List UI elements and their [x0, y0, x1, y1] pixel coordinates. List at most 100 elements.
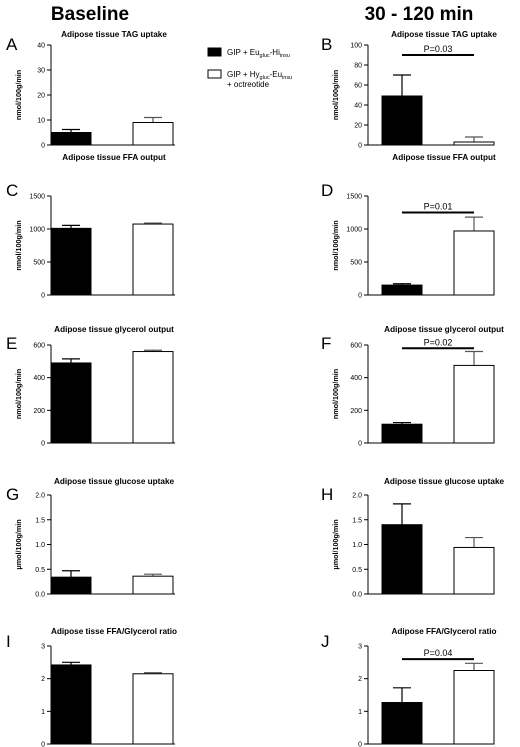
- y-tick-label: 1000: [29, 227, 45, 234]
- legend-swatch-2: [207, 69, 222, 79]
- y-tick-label: 200: [350, 408, 362, 415]
- significance-label: P=0.02: [424, 337, 453, 347]
- y-tick-label: 0: [41, 441, 45, 448]
- panel-title: Adipose tissue TAG uptake: [61, 30, 167, 39]
- panel-title: Adipose tissue glycerol output: [54, 325, 174, 334]
- y-axis-label: nmol/100g/min: [331, 70, 340, 120]
- y-tick-label: 0: [41, 742, 45, 747]
- y-tick-label: 2: [358, 676, 362, 683]
- y-tick-label: 1500: [346, 194, 362, 201]
- panel-letter: G: [6, 485, 19, 504]
- legend-label-1: GIP + Eugluc-Hiinsu: [227, 48, 290, 59]
- panel-e: E Adipose tissue glycerol output 0 200 400 60…: [6, 325, 175, 448]
- y-tick-label: 0.0: [35, 592, 45, 599]
- y-tick-label: 30: [37, 68, 45, 75]
- panel-title: Adipose tissue glycerol output: [384, 325, 504, 334]
- bar-group2: [132, 673, 174, 745]
- panel-letter: I: [6, 632, 11, 651]
- panel-i: I Adipose tisse FFA/Glycerol ratio 0 1 2 3: [6, 627, 177, 747]
- y-tick-label: 3: [358, 644, 362, 651]
- y-tick-label: 2.0: [35, 493, 45, 500]
- y-tick-label: 1.0: [35, 542, 45, 549]
- y-tick-label: 1.5: [35, 517, 45, 524]
- y-tick-label: 10: [37, 118, 45, 125]
- bar-group2: [132, 223, 174, 296]
- panel-letter: E: [6, 334, 17, 353]
- y-tick-label: 1: [41, 709, 45, 716]
- y-tick-label: 400: [33, 375, 45, 382]
- y-tick-label: 40: [37, 43, 45, 50]
- panel-f: F Adipose tissue glycerol output 0 200 400 60…: [321, 325, 504, 448]
- panel-letter: H: [321, 485, 333, 504]
- significance-label: P=0.04: [424, 648, 453, 658]
- panel-d: D Adipose tissue FFA output 0 500 1000 1500 nm…: [321, 153, 496, 300]
- y-tick-label: 0.0: [352, 592, 362, 599]
- panel-title: Adipose tissue FFA output: [62, 153, 166, 162]
- legend: GIP + Eugluc-Hiinsu GIP + Hygluc-Euinsu+ …: [207, 47, 292, 89]
- bar-group1: [381, 524, 423, 595]
- bar-group2: [453, 141, 495, 146]
- y-axis-label: nmol/100g/min: [14, 369, 23, 419]
- panel-title: Adipose FFA/Glycerol ratio: [391, 627, 496, 636]
- panel-a: A Adipose tissue TAG uptake 0 10 20 30 40 nmol/…: [6, 30, 175, 150]
- bar-group2: [453, 546, 495, 595]
- bar-group2: [453, 364, 495, 444]
- panel-letter: F: [321, 334, 331, 353]
- panel-c: C Adipose tissue FFA output 0 500 1000 1500 nm…: [6, 153, 175, 300]
- y-tick-label: 0: [358, 441, 362, 448]
- y-tick-label: 3: [41, 644, 45, 651]
- y-tick-label: 0: [358, 742, 362, 747]
- panel-letter: A: [6, 35, 18, 54]
- y-tick-label: 1500: [29, 194, 45, 201]
- panel-letter: D: [321, 181, 333, 200]
- bar-group2: [453, 670, 495, 745]
- y-axis-label: nmol/100g/min: [14, 70, 23, 120]
- y-tick-label: 1: [358, 709, 362, 716]
- bar-group2: [132, 122, 174, 146]
- y-tick-label: 0.5: [352, 567, 362, 574]
- bar-group1: [50, 576, 92, 595]
- bar-group1: [50, 227, 92, 296]
- legend-swatch-1: [207, 47, 222, 57]
- heading-baseline: Baseline: [51, 4, 129, 25]
- panel-letter: C: [6, 181, 18, 200]
- bar-group1: [381, 284, 423, 296]
- y-tick-label: 0: [41, 143, 45, 150]
- panel-title: Adipose tissue glucose uptake: [384, 477, 505, 486]
- panel-letter: J: [321, 632, 330, 651]
- y-axis-label: nmol/100g/min: [14, 220, 23, 270]
- y-tick-label: 60: [354, 83, 362, 90]
- bar-group1: [381, 95, 423, 146]
- panel-g: G Adipose tissue glucose uptake 0.0 0.5 1.0 1…: [6, 477, 175, 599]
- y-tick-label: 0: [358, 143, 362, 150]
- y-tick-label: 2.0: [352, 493, 362, 500]
- bar-group1: [381, 702, 423, 745]
- legend-label-2-line2: + octreotide: [227, 80, 270, 89]
- panel-h: H Adipose tissue glucose uptake 0.0 0.5 1.0 1…: [321, 477, 504, 599]
- bar-group2: [132, 351, 174, 444]
- y-tick-label: 20: [37, 93, 45, 100]
- y-axis-label: nmol/100g/min: [331, 220, 340, 270]
- panel-j: J Adipose FFA/Glycerol ratio 0 1 2 3 P=0.04: [321, 627, 497, 747]
- y-tick-label: 200: [33, 408, 45, 415]
- y-tick-label: 0: [41, 293, 45, 300]
- panel-title: Adipose tissue FFA output: [392, 153, 496, 162]
- y-tick-label: 1.0: [352, 542, 362, 549]
- y-tick-label: 500: [33, 260, 45, 267]
- y-axis-label: nmol/100g/min: [331, 369, 340, 419]
- panel-title: Adipose tissue TAG uptake: [391, 30, 497, 39]
- panel-b: B Adipose tissue TAG uptake 0 20 40 60 80 100 nm…: [321, 30, 497, 150]
- significance-label: P=0.03: [424, 44, 453, 54]
- y-axis-label: μmol/100g/min: [331, 519, 340, 569]
- bar-group2: [453, 230, 495, 296]
- bar-group1: [50, 664, 92, 745]
- bar-group1: [50, 362, 92, 444]
- y-tick-label: 100: [350, 43, 362, 50]
- bar-group2: [132, 575, 174, 595]
- y-tick-label: 80: [354, 63, 362, 70]
- y-tick-label: 20: [354, 123, 362, 130]
- y-tick-label: 600: [33, 343, 45, 350]
- y-tick-label: 1000: [346, 227, 362, 234]
